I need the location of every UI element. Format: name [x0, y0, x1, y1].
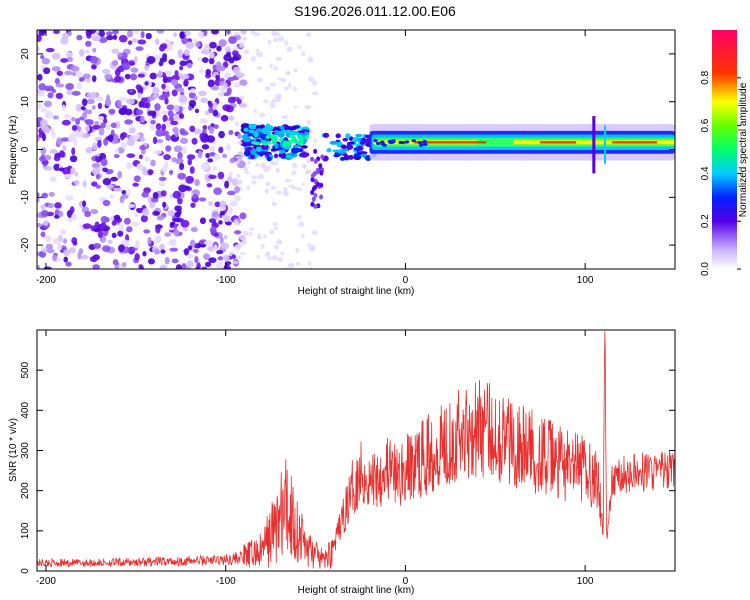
x-tick-label: -100: [216, 275, 236, 286]
heatmap-region-spike-below: [310, 148, 325, 209]
colorbar-tick-label: 0.2: [700, 214, 711, 228]
y-tick-label: -10: [20, 190, 31, 205]
snr-y-axis: 0 100 200 300 400 500: [20, 361, 675, 574]
heatmap-region-transition-cluster: [232, 30, 377, 269]
x-tick-label: 100: [577, 576, 594, 587]
y-tick-label: 300: [20, 442, 31, 459]
chart-title: S196.2026.011.12.00.E06: [294, 3, 456, 19]
colorbar-gradient: [712, 30, 737, 269]
snr-panel: -200 -100 0 100 0 100 200 300 400 500 Height of …: [8, 329, 676, 596]
colorbar: 0.0 0.2 0.4 0.6 0.8 Normalized spectral ampl…: [700, 30, 749, 276]
colorbar-tick-label: 0.4: [700, 166, 711, 180]
x-tick-label: -200: [36, 275, 56, 286]
x-tick-label: -200: [36, 576, 56, 587]
spectrogram-y-label: Frequency (Hz): [8, 116, 19, 185]
snr-series-layer: [37, 331, 675, 569]
snr-y-label: SNR (10 * v/v): [8, 418, 19, 482]
x-tick-label: 0: [403, 576, 409, 587]
spectrogram-y-axis: -20 -10 0 10 20: [20, 48, 675, 252]
x-tick-label: 0: [403, 275, 409, 286]
y-tick-label: 10: [20, 96, 31, 108]
heatmap-layer: [37, 30, 675, 269]
colorbar-tick-label: 0.8: [700, 70, 711, 84]
x-tick-label: 100: [577, 275, 594, 286]
y-tick-label: 20: [20, 48, 31, 60]
snr-x-label: Height of straight line (km): [298, 585, 415, 596]
y-tick-label: 400: [20, 402, 31, 419]
snr-x-axis: -200 -100 0 100: [36, 330, 594, 587]
y-tick-label: -20: [20, 237, 31, 252]
spectrogram-x-axis: -200 -100 0 100: [36, 30, 594, 286]
spectrogram-x-label: Height of straight line (km): [298, 286, 415, 297]
y-tick-label: 200: [20, 482, 31, 499]
heatmap-region-signal-band: [369, 116, 675, 174]
colorbar-tick-label: 0.0: [700, 262, 711, 276]
y-tick-label: 0: [20, 146, 31, 152]
colorbar-tick-label: 0.6: [700, 118, 711, 132]
x-tick-label: -100: [216, 576, 236, 587]
colorbar-label: Normalized spectral amplitude: [738, 82, 749, 217]
y-tick-label: 0: [20, 568, 31, 574]
colorbar-ticks: 0.0 0.2 0.4 0.6 0.8: [700, 70, 741, 276]
y-tick-label: 100: [20, 522, 31, 539]
snr-series-line: [37, 331, 675, 569]
heatmap-region-noise: [37, 30, 248, 269]
y-tick-label: 500: [20, 361, 31, 378]
